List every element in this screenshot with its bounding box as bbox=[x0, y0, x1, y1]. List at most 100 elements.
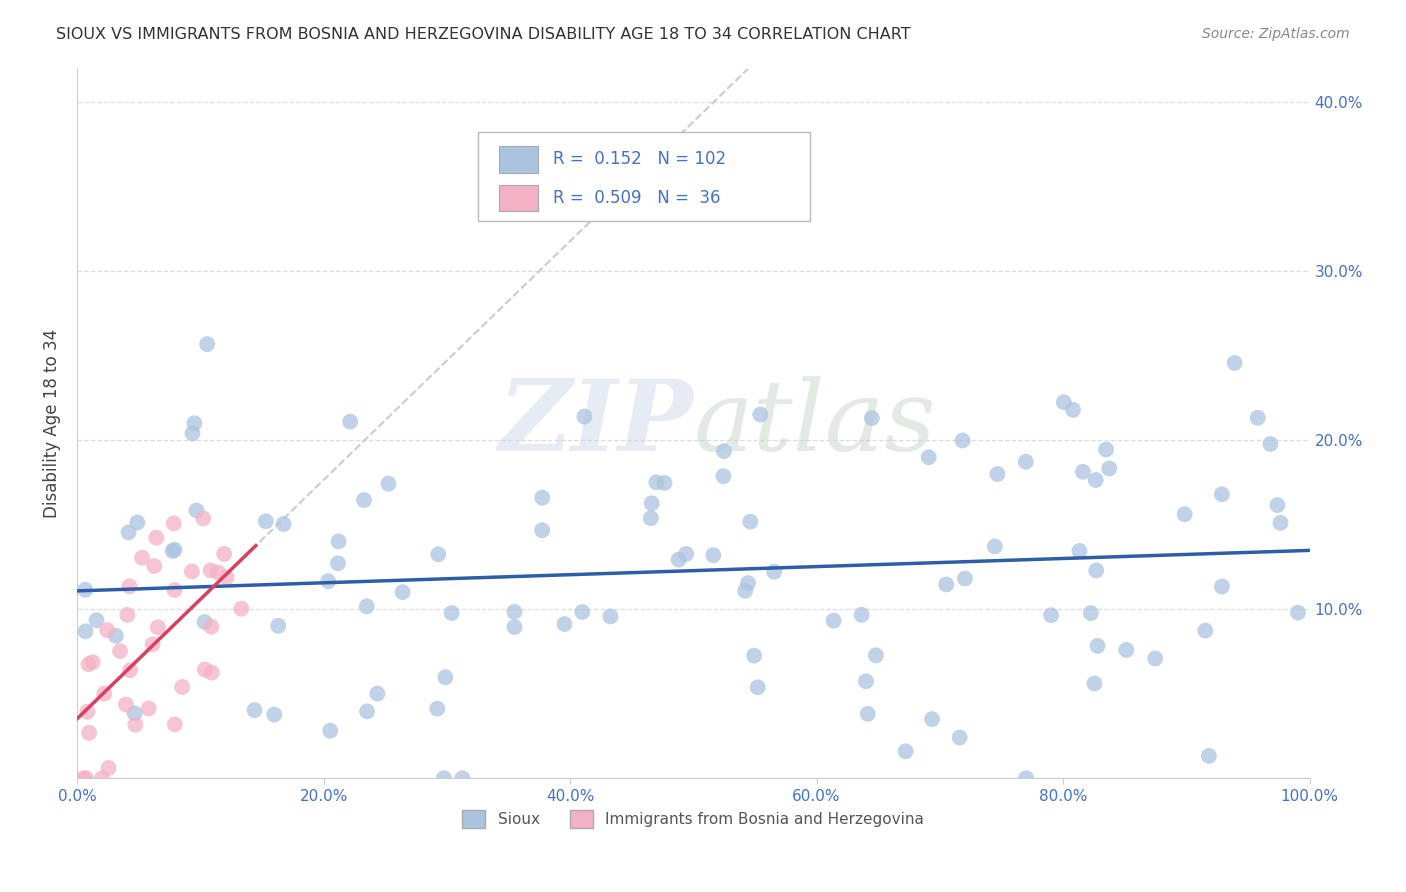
Point bbox=[531, 523, 554, 537]
Point bbox=[201, 665, 224, 680]
Point bbox=[77, 657, 100, 672]
Point bbox=[391, 585, 413, 599]
Point bbox=[434, 670, 457, 684]
Point bbox=[860, 411, 883, 425]
Point bbox=[1015, 455, 1038, 469]
Point bbox=[183, 417, 205, 431]
Text: ZIP: ZIP bbox=[498, 376, 693, 472]
Point bbox=[747, 681, 769, 695]
Point bbox=[82, 655, 104, 669]
Point bbox=[142, 637, 165, 651]
Point bbox=[1144, 651, 1167, 665]
Point bbox=[200, 563, 222, 577]
Point bbox=[162, 544, 184, 558]
Point bbox=[1084, 473, 1107, 487]
Point bbox=[1223, 356, 1246, 370]
Point bbox=[641, 496, 664, 510]
Point bbox=[207, 566, 229, 580]
Point bbox=[451, 771, 474, 785]
Point bbox=[263, 707, 285, 722]
Point bbox=[742, 648, 765, 663]
Point bbox=[1098, 461, 1121, 475]
Point bbox=[146, 620, 169, 634]
Point bbox=[356, 704, 378, 718]
Point bbox=[675, 547, 697, 561]
Point bbox=[104, 629, 127, 643]
Point bbox=[180, 565, 202, 579]
Point bbox=[1267, 498, 1289, 512]
Point bbox=[339, 415, 361, 429]
Point bbox=[645, 475, 668, 490]
Point bbox=[949, 731, 972, 745]
Text: R =  0.152   N = 102: R = 0.152 N = 102 bbox=[553, 151, 725, 169]
Point bbox=[124, 717, 146, 731]
Point bbox=[163, 717, 186, 731]
Point bbox=[356, 599, 378, 614]
Point bbox=[75, 624, 97, 639]
Point bbox=[93, 687, 115, 701]
Point bbox=[163, 516, 186, 531]
Point bbox=[353, 493, 375, 508]
Point bbox=[143, 559, 166, 574]
Point bbox=[574, 409, 596, 424]
Point bbox=[75, 582, 97, 597]
Point bbox=[749, 408, 772, 422]
Point bbox=[1062, 402, 1084, 417]
Point bbox=[1095, 442, 1118, 457]
Point bbox=[855, 674, 877, 689]
Point bbox=[427, 547, 450, 561]
Bar bbox=[499, 185, 538, 211]
Point bbox=[1071, 465, 1094, 479]
Point bbox=[1015, 771, 1038, 785]
Point bbox=[254, 514, 277, 528]
Point bbox=[702, 548, 724, 562]
Point bbox=[108, 644, 131, 658]
Text: SIOUX VS IMMIGRANTS FROM BOSNIA AND HERZEGOVINA DISABILITY AGE 18 TO 34 CORRELAT: SIOUX VS IMMIGRANTS FROM BOSNIA AND HERZ… bbox=[56, 27, 911, 42]
Point bbox=[118, 663, 141, 677]
Point bbox=[1085, 564, 1108, 578]
Point bbox=[1260, 437, 1282, 451]
Point bbox=[319, 723, 342, 738]
Point bbox=[127, 516, 149, 530]
Point bbox=[131, 550, 153, 565]
Y-axis label: Disability Age 18 to 34: Disability Age 18 to 34 bbox=[44, 329, 60, 518]
Point bbox=[1198, 748, 1220, 763]
Point bbox=[1211, 580, 1233, 594]
Point bbox=[1247, 410, 1270, 425]
Point bbox=[97, 761, 120, 775]
Point bbox=[640, 511, 662, 525]
Point bbox=[163, 542, 186, 557]
FancyBboxPatch shape bbox=[478, 132, 810, 221]
Point bbox=[117, 607, 139, 622]
Point bbox=[215, 570, 238, 584]
Point bbox=[918, 450, 941, 465]
Point bbox=[734, 583, 756, 598]
Point bbox=[426, 701, 449, 715]
Point bbox=[316, 574, 339, 589]
Point bbox=[91, 771, 114, 785]
Point bbox=[1270, 516, 1292, 530]
Point bbox=[118, 579, 141, 593]
Point bbox=[195, 337, 218, 351]
Text: R =  0.509   N =  36: R = 0.509 N = 36 bbox=[553, 189, 720, 207]
Point bbox=[181, 426, 204, 441]
Point bbox=[145, 531, 167, 545]
Point bbox=[935, 577, 957, 591]
Point bbox=[124, 706, 146, 721]
Point bbox=[894, 744, 917, 758]
Point bbox=[668, 552, 690, 566]
Point bbox=[921, 712, 943, 726]
Point bbox=[326, 556, 349, 570]
Point bbox=[212, 547, 235, 561]
Point bbox=[1211, 487, 1233, 501]
Point bbox=[851, 607, 873, 622]
Bar bbox=[499, 146, 538, 173]
Point bbox=[553, 617, 575, 632]
Point bbox=[72, 771, 94, 785]
Point bbox=[440, 606, 463, 620]
Point bbox=[193, 511, 215, 525]
Point bbox=[231, 601, 253, 615]
Point bbox=[86, 613, 108, 627]
Point bbox=[984, 540, 1007, 554]
Point bbox=[96, 623, 118, 637]
